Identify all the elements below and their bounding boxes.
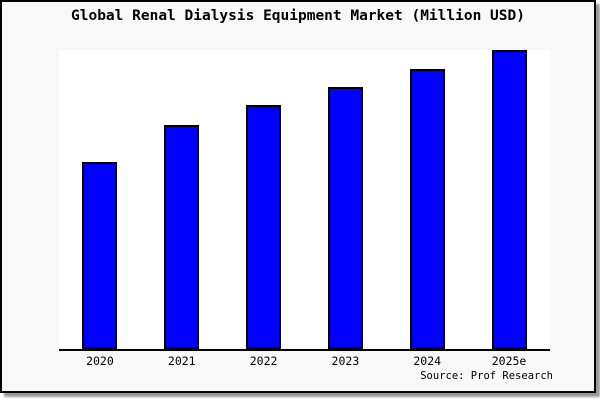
chart-card: Global Renal Dialysis Equipment Market (… [0, 0, 596, 393]
source-credit: Source: Prof Research [420, 370, 553, 382]
bar-2020 [82, 162, 118, 349]
bar-2025e [491, 50, 527, 349]
x-tick-label-2020: 2020 [86, 354, 114, 368]
plot-area [59, 50, 550, 351]
bar-2022 [246, 105, 282, 349]
x-tick-label-2025e: 2025e [491, 354, 527, 368]
bar-slot-2021 [141, 50, 223, 349]
x-tick-label-2024: 2024 [413, 354, 442, 368]
bars-container [59, 50, 550, 349]
x-tick-label-2023: 2023 [331, 354, 360, 368]
bar-2024 [409, 69, 445, 349]
bar-2021 [164, 125, 200, 349]
bar-slot-2025e [468, 50, 550, 349]
bar-slot-2024 [386, 50, 468, 349]
bar-slot-2022 [223, 50, 305, 349]
bar-slot-2023 [304, 50, 386, 349]
chart-title: Global Renal Dialysis Equipment Market (… [71, 8, 525, 24]
x-axis-labels: 2020 2021 2022 2023 2024 2025e [59, 354, 550, 368]
x-tick-label-2022: 2022 [249, 354, 278, 368]
bar-2023 [327, 87, 363, 349]
x-tick-label-2021: 2021 [167, 354, 196, 368]
bar-slot-2020 [59, 50, 141, 349]
